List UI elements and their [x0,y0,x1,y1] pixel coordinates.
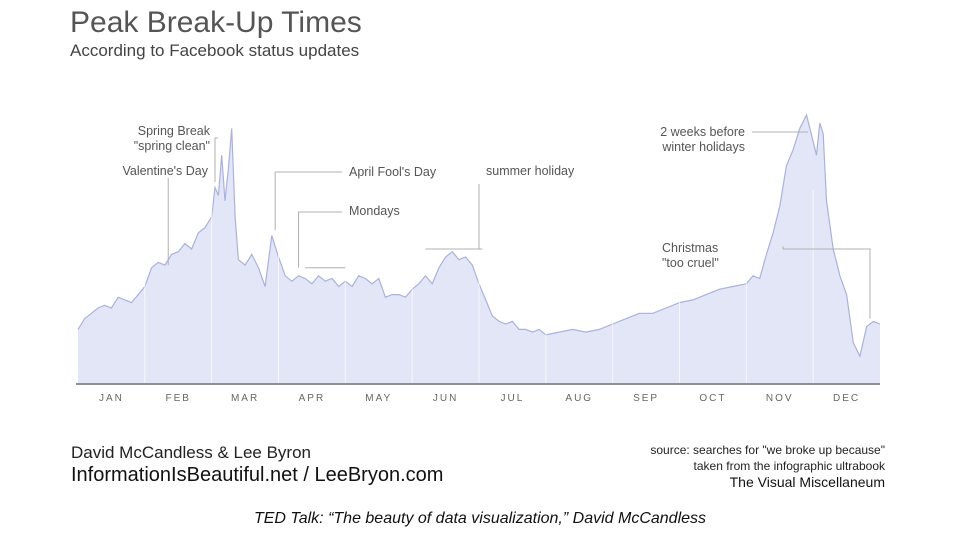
annotation-spring-break: Spring Break [138,124,211,138]
annotation-leader [782,246,871,319]
annotation-leader [274,171,342,231]
x-tick-label: SEP [633,393,659,404]
annotation-valentines-day: Valentine's Day [122,164,208,178]
annotation-christmas: Christmas [662,241,718,255]
annotation-april-fools-day: April Fool's Day [349,165,437,179]
annotation-leader [298,211,342,268]
source-line-2: taken from the infographic ultrabook [693,459,885,473]
annotation-two-weeks-before-line-2: winter holidays [661,140,745,154]
annotation-mondays: Mondays [349,204,400,218]
annotation-christmas: "too cruel" [662,256,719,270]
x-tick-label: JUN [433,393,458,404]
annotation-spring-break: "spring clean" [134,139,210,153]
author-credit: David McCandless & Lee Byron [71,443,312,462]
x-tick-label: MAY [365,393,392,404]
annotation-two-weeks-before-line-1: 2 weeks before [660,125,745,139]
x-tick-label: FEB [166,393,191,404]
x-tick-label: OCT [699,393,726,404]
x-tick-label: JAN [99,393,124,404]
annotation-summer-holiday: summer holiday [486,164,575,178]
x-tick-label: DEC [833,393,860,404]
x-tick-label: AUG [565,393,593,404]
website-credit: InformationIsBeautiful.net / LeeBryon.co… [71,464,444,486]
annotation-leader [214,137,218,182]
series-line [77,113,881,358]
chart-title: Peak Break-Up Times [70,6,362,39]
source-note: source: searches for "we broke up becaus… [560,442,885,490]
talk-caption: TED Talk: “The beauty of data visualizat… [253,510,707,527]
source-line-3: The Visual Miscellaneum [729,474,885,490]
source-line-1: source: searches for "we broke up becaus… [650,443,885,457]
x-tick-label: NOV [766,393,794,404]
x-tick-label: JUL [501,393,525,404]
x-tick-label: APR [299,393,326,404]
chart-subtitle: According to Facebook status updates [70,41,360,60]
x-tick-label: MAR [231,393,259,404]
